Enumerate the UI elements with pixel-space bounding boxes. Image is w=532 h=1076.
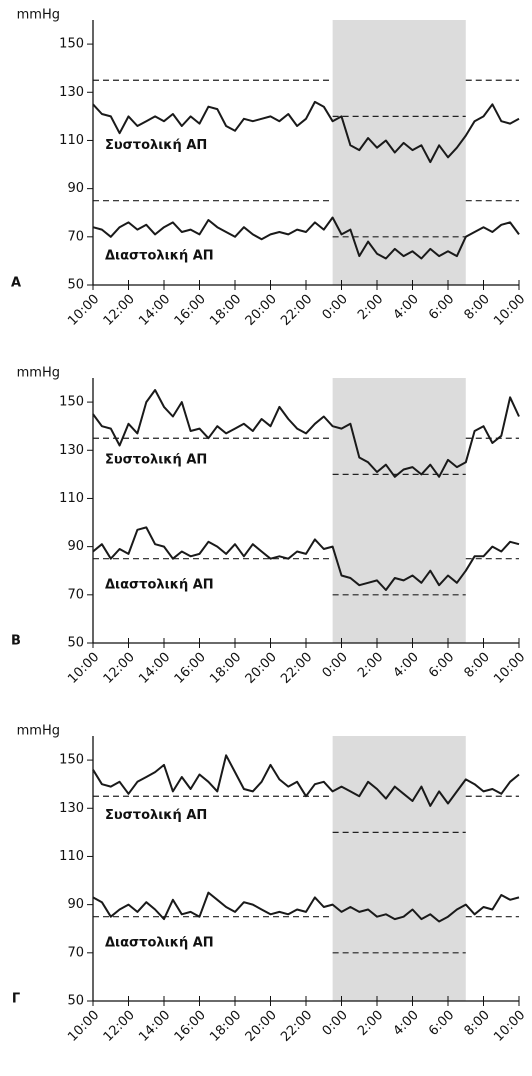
x-tick-label: 18:00: [207, 1008, 244, 1045]
y-tick-label: 130: [59, 801, 84, 816]
y-tick-label: 90: [67, 181, 84, 196]
panel-label: Γ: [12, 992, 20, 1007]
series-label: Συστολική ΑΠ: [105, 452, 207, 467]
y-tick-label: 130: [59, 85, 84, 100]
y-tick-label: 110: [59, 491, 84, 506]
x-tick-label: 10:00: [491, 1008, 528, 1045]
series-label: Διαστολική ΑΠ: [105, 578, 214, 593]
x-tick-label: 0:00: [320, 1008, 351, 1039]
series-label: Διαστολική ΑΠ: [105, 249, 214, 264]
x-tick-label: 12:00: [101, 1008, 138, 1045]
x-tick-label: 10:00: [491, 292, 528, 329]
night-shading: [332, 378, 466, 643]
panel-label: A: [11, 276, 21, 291]
x-tick-label: 22:00: [278, 1008, 315, 1045]
y-tick-label: 110: [59, 849, 84, 864]
x-tick-label: 20:00: [243, 650, 280, 687]
x-tick-label: 0:00: [320, 650, 351, 681]
series-line: [92, 100, 520, 164]
y-tick-label: 70: [67, 945, 84, 960]
x-tick-label: 8:00: [462, 650, 493, 681]
y-tick-label: 70: [67, 587, 84, 602]
series-line: [92, 216, 520, 260]
night-shading: [332, 736, 466, 1001]
x-tick-label: 10:00: [65, 1008, 102, 1045]
series-line: [92, 891, 520, 923]
y-tick-label: 150: [59, 395, 84, 410]
series-line: [92, 526, 520, 591]
x-tick-label: 14:00: [136, 650, 173, 687]
y-tick-label: 50: [67, 278, 84, 293]
x-tick-label: 8:00: [462, 292, 493, 323]
x-tick-label: 4:00: [391, 1008, 422, 1039]
x-tick-label: 2:00: [355, 650, 386, 681]
y-tick-label: 110: [59, 133, 84, 148]
x-tick-label: 18:00: [207, 292, 244, 329]
x-tick-label: 4:00: [391, 292, 422, 323]
x-tick-label: 16:00: [172, 292, 209, 329]
x-tick-label: 22:00: [278, 650, 315, 687]
x-tick-label: 2:00: [355, 292, 386, 323]
y-tick-label: 50: [67, 994, 84, 1009]
night-shading: [332, 20, 466, 285]
x-tick-label: 14:00: [136, 292, 173, 329]
y-axis-label: mmHg: [17, 724, 60, 739]
x-tick-label: 6:00: [426, 650, 457, 681]
x-tick-label: 16:00: [172, 1008, 209, 1045]
x-tick-label: 20:00: [243, 1008, 280, 1045]
panel-label: B: [11, 634, 21, 649]
y-tick-label: 50: [67, 636, 84, 651]
series-label: Συστολική ΑΠ: [105, 138, 207, 153]
y-tick-label: 70: [67, 229, 84, 244]
series-label: Διαστολική ΑΠ: [105, 936, 214, 951]
y-axis-label: mmHg: [17, 366, 60, 381]
x-tick-label: 12:00: [101, 292, 138, 329]
x-tick-label: 6:00: [426, 292, 457, 323]
y-axis-label: mmHg: [17, 8, 60, 23]
x-tick-label: 16:00: [172, 650, 209, 687]
series-label: Συστολική ΑΠ: [105, 808, 207, 823]
x-tick-label: 14:00: [136, 1008, 173, 1045]
x-tick-label: 2:00: [355, 1008, 386, 1039]
x-tick-label: 4:00: [391, 650, 422, 681]
series-line: [92, 754, 520, 807]
x-tick-label: 20:00: [243, 292, 280, 329]
y-tick-label: 150: [59, 37, 84, 52]
y-tick-label: 130: [59, 443, 84, 458]
series-line: [92, 389, 520, 478]
x-tick-label: 12:00: [101, 650, 138, 687]
x-tick-label: 10:00: [65, 292, 102, 329]
x-tick-label: 22:00: [278, 292, 315, 329]
x-tick-label: 10:00: [65, 650, 102, 687]
x-tick-label: 8:00: [462, 1008, 493, 1039]
x-tick-label: 10:00: [491, 650, 528, 687]
x-tick-label: 0:00: [320, 292, 351, 323]
y-tick-label: 150: [59, 753, 84, 768]
x-tick-label: 6:00: [426, 1008, 457, 1039]
x-tick-label: 18:00: [207, 650, 244, 687]
y-tick-label: 90: [67, 897, 84, 912]
y-tick-label: 90: [67, 539, 84, 554]
